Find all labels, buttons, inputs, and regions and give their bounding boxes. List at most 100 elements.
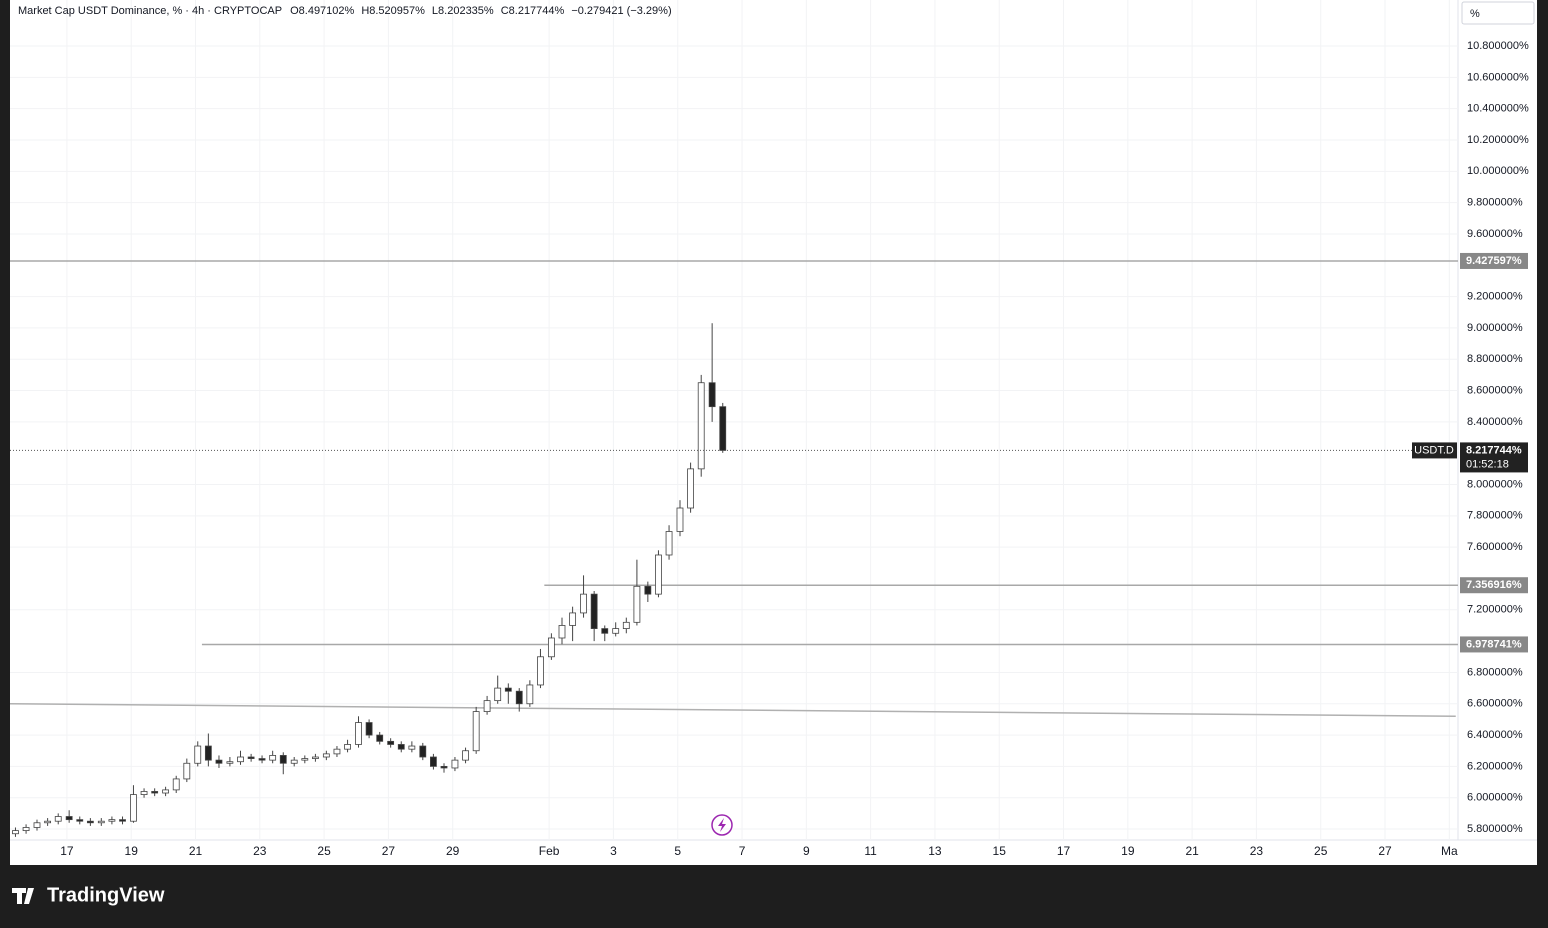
symbol-tag: USDT.D	[1414, 444, 1454, 456]
candle-body	[365, 722, 373, 736]
unit: %	[1470, 8, 1480, 20]
y-tick-label: 6.000000%	[1467, 792, 1523, 804]
candle-body	[655, 554, 662, 595]
candle-body	[430, 756, 437, 767]
y-tick-label: 6.800000%	[1467, 666, 1523, 678]
x-tick-label: 9	[803, 844, 810, 858]
candle-body	[162, 789, 170, 794]
candle-body	[290, 759, 298, 764]
candle-body	[279, 755, 287, 764]
candle-body	[172, 778, 180, 791]
x-tick-label: 3	[610, 844, 617, 858]
marks	[9, 260, 1458, 837]
x-tick-label: 29	[446, 844, 460, 858]
candle-body	[333, 748, 341, 755]
x-tick-label: 27	[382, 844, 396, 858]
x-tick-label: 25	[317, 844, 331, 858]
brand-logo	[12, 888, 34, 904]
candle-body	[226, 761, 234, 764]
candle-body	[376, 734, 384, 742]
candle-body	[130, 794, 137, 822]
candle-body	[76, 819, 84, 822]
x-tick-label: Ma	[1441, 844, 1458, 858]
candle-body	[440, 765, 448, 769]
y-tick-label: 9.800000%	[1467, 197, 1523, 209]
chart-title: Market Cap USDT Dominance, % · 4h · CRYP…	[18, 5, 282, 17]
candle-body	[97, 820, 105, 824]
level-label-bg	[1460, 252, 1528, 269]
y-tick-label: 5.800000%	[1467, 823, 1523, 835]
candle-body	[612, 628, 620, 634]
y-tick-label: 7.200000%	[1467, 604, 1523, 616]
level-label: 9.427597%	[1466, 255, 1522, 267]
ohlc-label: −0.279421 (−3.29%)	[571, 5, 671, 17]
x-tick-label: 19	[1121, 844, 1135, 858]
x-tick-label: 23	[1250, 844, 1264, 858]
candle-body	[33, 822, 41, 828]
x-tick-label: 17	[60, 844, 74, 858]
ohlc-label: O8.497102%	[290, 5, 354, 17]
candle-body	[472, 711, 480, 752]
candle-body	[515, 690, 523, 705]
y-tick-label: 7.600000%	[1467, 541, 1523, 553]
candle-body	[526, 684, 534, 705]
x-tick-label: 23	[253, 844, 267, 858]
candle-body	[580, 593, 587, 614]
candle-body	[86, 820, 94, 824]
x-tick-label: 25	[1314, 844, 1328, 858]
candle-body	[140, 791, 148, 795]
candle-body	[622, 621, 630, 629]
candle-body	[258, 758, 266, 761]
x-tick-label: 19	[125, 844, 139, 858]
level-label-bg	[1460, 636, 1528, 653]
candle-body	[451, 759, 459, 769]
candle-body	[204, 745, 212, 761]
candle-body	[590, 593, 598, 629]
unit-box[interactable]	[1461, 1, 1535, 25]
candle-body	[665, 531, 673, 556]
candle-body	[215, 759, 223, 764]
candle-body	[22, 827, 30, 832]
y-tick-label: 6.200000%	[1467, 760, 1523, 772]
candle-body	[237, 756, 244, 763]
candle-body	[537, 656, 544, 686]
candle-body	[54, 816, 62, 822]
candle-body	[151, 791, 159, 794]
candle-body	[483, 700, 491, 712]
last-price-label: 8.217744%	[1466, 444, 1522, 456]
y-tick-label: 10.600000%	[1467, 71, 1529, 83]
candle-body	[344, 744, 351, 750]
candle-body	[65, 816, 73, 821]
ohlc-label: C8.217744%	[501, 5, 565, 17]
y-tick-label: 8.400000%	[1467, 416, 1523, 428]
brand: TradingView	[47, 884, 165, 906]
x-tick-label: Feb	[539, 844, 560, 858]
candle-body	[269, 755, 277, 761]
chart-panel	[10, 0, 1537, 865]
y-tick-label: 6.600000%	[1467, 698, 1523, 710]
y-tick-label: 10.400000%	[1467, 103, 1529, 115]
event-icon[interactable]	[711, 814, 733, 836]
candle-body	[108, 819, 116, 822]
candle-body	[44, 820, 52, 824]
y-tick-label: 8.800000%	[1467, 353, 1523, 365]
candle-body	[462, 750, 469, 761]
y-tick-label: 10.200000%	[1467, 134, 1529, 146]
candle-body	[419, 745, 427, 758]
candle-body	[719, 406, 727, 451]
candle-body	[183, 762, 191, 780]
candle-body	[504, 687, 512, 692]
y-tick-label: 9.600000%	[1467, 228, 1523, 240]
level-label: 7.356916%	[1466, 579, 1522, 591]
trendline	[9, 703, 1456, 718]
candle-body	[119, 819, 126, 822]
candle-body	[301, 758, 309, 761]
x-tick-label: 5	[674, 844, 681, 858]
candle-body	[697, 382, 705, 470]
candle-body	[312, 756, 319, 759]
y-tick-label: 8.600000%	[1467, 384, 1523, 396]
x-tick-label: 11	[864, 844, 877, 858]
x-tick-label: 21	[189, 844, 203, 858]
candle-body	[194, 745, 202, 764]
